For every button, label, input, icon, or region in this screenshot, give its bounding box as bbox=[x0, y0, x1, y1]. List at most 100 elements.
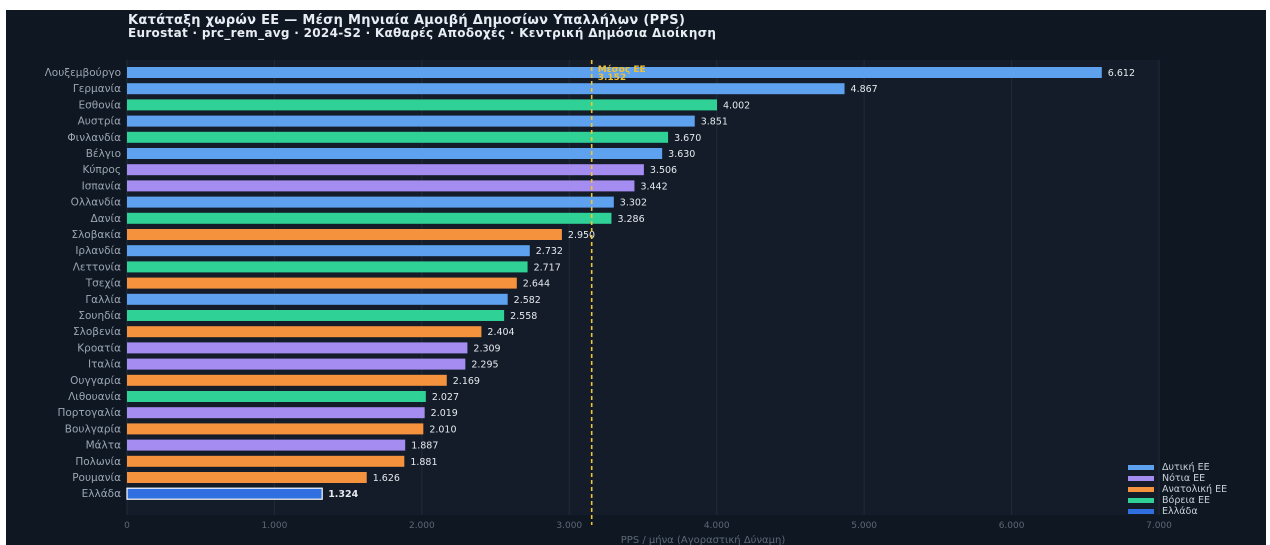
bar-8 bbox=[127, 180, 635, 192]
value-label: 2.404 bbox=[487, 327, 514, 338]
value-label: 3.506 bbox=[650, 165, 677, 176]
chart-legend: Δυτική ΕΕ Νότια ΕΕ Ανατολική ΕΕ Βόρεια ΕΕ Ελ… bbox=[1128, 462, 1258, 517]
legend-swatch bbox=[1128, 498, 1154, 503]
bar-23 bbox=[127, 423, 424, 435]
x-tick-label: 7.000 bbox=[1146, 521, 1172, 531]
x-axis-title: PPS / μήνα (Αγοραστική Δύναμη) bbox=[621, 534, 786, 545]
bar-19 bbox=[127, 358, 466, 370]
category-label: Μάλτα bbox=[86, 440, 122, 452]
value-label: 6.612 bbox=[1108, 68, 1135, 79]
category-label: Γερμανία bbox=[73, 83, 121, 95]
category-label: Κροατία bbox=[77, 342, 121, 354]
category-label: Αυστρία bbox=[78, 116, 121, 128]
bar-14 bbox=[127, 277, 517, 289]
value-label: 2.169 bbox=[453, 376, 480, 387]
category-label: Τσεχία bbox=[85, 278, 121, 290]
category-label: Ισπανία bbox=[82, 180, 121, 192]
bar-10 bbox=[127, 212, 612, 224]
bar-17 bbox=[127, 326, 482, 338]
bar-24 bbox=[127, 439, 406, 451]
bar-27 bbox=[126, 487, 323, 500]
value-label: 2.019 bbox=[431, 408, 458, 419]
value-label: 3.851 bbox=[701, 117, 728, 128]
value-label: 2.010 bbox=[429, 424, 456, 435]
value-label: 4.867 bbox=[851, 84, 878, 95]
x-tick-label: 5.000 bbox=[851, 521, 877, 531]
eu-average-value: 3.152 bbox=[598, 73, 626, 83]
legend-label: Ελλάδα bbox=[1162, 506, 1198, 517]
category-label: Λουξεμβούργο bbox=[45, 67, 121, 79]
x-tick-label: 4.000 bbox=[704, 521, 730, 531]
chart-title: Κατάταξη χωρών ΕΕ — Μέση Μηνιαία Αμοιβή … bbox=[128, 13, 686, 28]
bar-2 bbox=[127, 83, 845, 95]
value-label: 3.302 bbox=[620, 198, 647, 209]
value-label: 3.286 bbox=[617, 214, 644, 225]
x-tick-label: 6.000 bbox=[999, 521, 1025, 531]
bar-4 bbox=[127, 115, 695, 127]
value-label: 3.630 bbox=[668, 149, 695, 160]
category-label: Ελλάδα bbox=[82, 488, 121, 500]
value-label: 1.324 bbox=[328, 489, 358, 500]
category-label: Ουγγαρία bbox=[70, 375, 121, 387]
legend-item: Βόρεια ΕΕ bbox=[1128, 495, 1258, 506]
value-label: 2.717 bbox=[534, 262, 561, 273]
category-label: Βέλγιο bbox=[86, 148, 121, 160]
bar-25 bbox=[127, 455, 405, 467]
legend-swatch bbox=[1128, 487, 1154, 492]
category-label: Ιρλανδία bbox=[75, 245, 121, 257]
chart-subtitle: Eurostat · prc_rem_avg · 2024-S2 · Καθαρ… bbox=[128, 26, 717, 40]
category-label: Πορτογαλία bbox=[57, 407, 121, 419]
legend-label: Βόρεια ΕΕ bbox=[1162, 495, 1210, 506]
bar-16 bbox=[127, 310, 505, 321]
category-label: Εσθονία bbox=[79, 99, 122, 111]
bar-20 bbox=[127, 374, 447, 386]
legend-item: Δυτική ΕΕ bbox=[1128, 462, 1258, 473]
chart-panel: Κατάταξη χωρών ΕΕ — Μέση Μηνιαία Αμοιβή … bbox=[6, 10, 1266, 545]
bar-1 bbox=[127, 67, 1102, 78]
x-tick-label: 3.000 bbox=[556, 521, 582, 531]
value-label: 1.881 bbox=[410, 457, 437, 468]
category-label: Ιταλία bbox=[88, 359, 121, 371]
bar-12 bbox=[127, 245, 530, 257]
bar-26 bbox=[127, 472, 367, 483]
category-label: Ολλανδία bbox=[71, 197, 121, 209]
category-label: Φινλανδία bbox=[67, 132, 121, 144]
bar-5 bbox=[127, 131, 669, 143]
category-label: Κύπρος bbox=[82, 164, 121, 176]
value-label: 2.582 bbox=[514, 295, 541, 306]
bar-21 bbox=[127, 391, 426, 402]
bar-6 bbox=[127, 148, 663, 159]
bar-9 bbox=[127, 196, 614, 208]
value-label: 3.442 bbox=[640, 181, 667, 192]
bar-11 bbox=[127, 229, 562, 240]
legend-label: Νότια ΕΕ bbox=[1162, 473, 1206, 484]
legend-item: Ανατολική ΕΕ bbox=[1128, 484, 1258, 495]
category-label: Λεττονία bbox=[73, 261, 121, 273]
value-label: 2.732 bbox=[536, 246, 563, 257]
bar-15 bbox=[127, 293, 508, 305]
legend-item: Νότια ΕΕ bbox=[1128, 473, 1258, 484]
x-tick-label: 0 bbox=[124, 521, 130, 531]
value-label: 2.309 bbox=[473, 343, 500, 354]
value-label: 2.027 bbox=[432, 392, 459, 403]
value-label: 2.644 bbox=[523, 279, 550, 290]
category-label: Βουλγαρία bbox=[65, 423, 121, 435]
category-label: Σουηδία bbox=[78, 310, 121, 322]
x-tick-label: 1.000 bbox=[262, 521, 288, 531]
legend-swatch bbox=[1128, 509, 1154, 514]
category-label: Γαλλία bbox=[85, 294, 121, 306]
legend-label: Ανατολική ΕΕ bbox=[1162, 484, 1228, 495]
legend-swatch bbox=[1128, 465, 1154, 470]
bar-7 bbox=[127, 164, 644, 176]
category-label: Σλοβενία bbox=[73, 326, 121, 338]
bar-18 bbox=[127, 342, 468, 354]
legend-swatch bbox=[1128, 476, 1154, 481]
value-label: 3.670 bbox=[674, 133, 701, 144]
category-label: Ρουμανία bbox=[72, 472, 121, 484]
bar-chart: 0 1.000 2.000 3.000 4.000 5.000 6.000 7.000 PPS … bbox=[45, 60, 1172, 545]
bar-13 bbox=[127, 261, 528, 273]
category-label: Δανία bbox=[91, 213, 122, 225]
category-label: Πολωνία bbox=[75, 456, 121, 468]
value-label: 4.002 bbox=[723, 100, 750, 111]
legend-item: Ελλάδα bbox=[1128, 506, 1258, 517]
